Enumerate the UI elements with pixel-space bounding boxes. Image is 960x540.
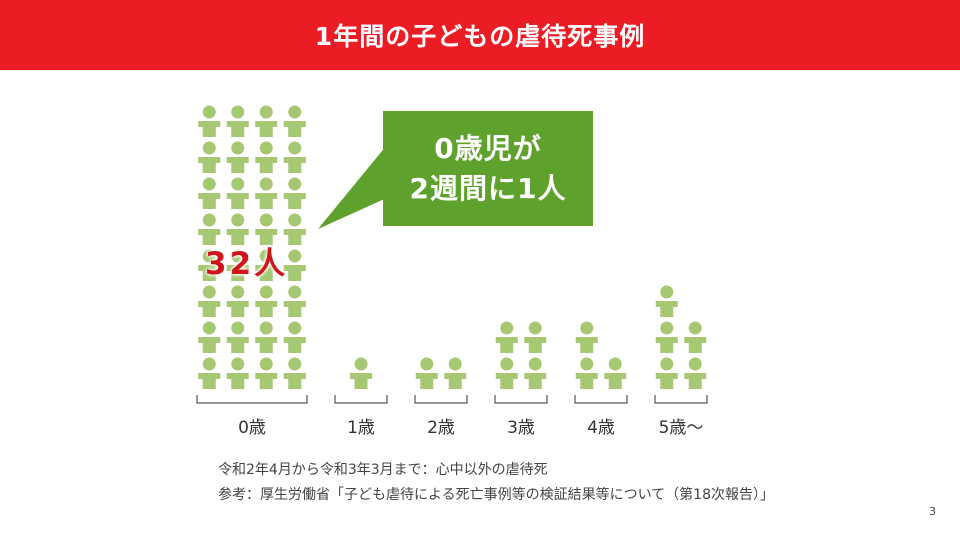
category-label: 5歳〜	[659, 418, 704, 438]
person-icon	[444, 357, 467, 389]
callout-box: 0歳児が 2週間に1人	[383, 111, 593, 226]
person-icon	[524, 321, 547, 353]
person-icon	[684, 357, 707, 389]
person-icon	[283, 105, 306, 137]
person-icon	[604, 357, 627, 389]
person-icon	[283, 321, 306, 353]
person-icon	[283, 213, 306, 245]
person-icon	[198, 213, 221, 245]
person-icon	[255, 105, 278, 137]
person-icon	[283, 141, 306, 173]
person-icon	[575, 357, 598, 389]
person-icon	[226, 285, 249, 317]
group-bracket	[334, 395, 388, 404]
callout-line-1: 0歳児が	[434, 131, 542, 165]
person-icon	[495, 321, 518, 353]
note-period: 令和2年4月から令和3年3月まで：心中以外の虐待死	[218, 462, 548, 478]
group-bracket	[494, 395, 548, 404]
person-icon	[255, 213, 278, 245]
person-icon	[198, 177, 221, 209]
person-icon	[255, 141, 278, 173]
category-label: 0歳	[238, 418, 266, 438]
group-bracket	[414, 395, 468, 404]
person-icon	[226, 213, 249, 245]
page-title: 1年間の子どもの虐待死事例	[314, 22, 646, 51]
page-number: 3	[929, 505, 936, 518]
note-source: 参考：厚生労働省「子ども虐待による死亡事例等の検証結果等について（第18次報告）…	[218, 487, 774, 503]
person-icon	[198, 285, 221, 317]
person-icon	[655, 285, 678, 317]
person-icon	[226, 177, 249, 209]
person-icon	[226, 321, 249, 353]
person-icon	[495, 357, 518, 389]
person-icon	[198, 249, 221, 281]
person-icon	[255, 249, 278, 281]
person-icon	[226, 249, 249, 281]
category-label: 4歳	[587, 418, 615, 438]
title-bar: 1年間の子どもの虐待死事例	[0, 0, 960, 70]
person-icon	[255, 321, 278, 353]
person-icon	[350, 357, 372, 389]
person-icon	[415, 357, 438, 389]
group-bracket	[654, 395, 708, 404]
person-icon	[255, 177, 278, 209]
person-icon	[575, 321, 598, 353]
group-bracket	[574, 395, 628, 404]
person-icon	[226, 141, 249, 173]
category-label: 2歳	[427, 418, 455, 438]
category-label: 1歳	[347, 418, 375, 438]
person-icon	[198, 105, 221, 137]
person-icon	[198, 321, 221, 353]
count-label: 32人	[205, 246, 289, 282]
person-icon	[655, 321, 678, 353]
person-icon	[283, 285, 306, 317]
person-icon	[226, 105, 249, 137]
person-icon	[255, 357, 278, 389]
person-icon	[255, 285, 278, 317]
person-icon	[198, 141, 221, 173]
person-icon	[684, 321, 707, 353]
person-icon	[283, 249, 306, 281]
person-icon	[283, 357, 306, 389]
source-notes: 令和2年4月から令和3年3月まで：心中以外の虐待死 参考：厚生労働省「子ども虐待…	[218, 458, 774, 508]
callout-line-2: 2週間に1人	[409, 171, 567, 205]
category-label: 3歳	[507, 418, 535, 438]
person-icon	[524, 357, 547, 389]
person-icon	[226, 357, 249, 389]
person-icon	[283, 177, 306, 209]
group-bracket	[196, 395, 308, 404]
person-icon	[655, 357, 678, 389]
person-icon	[198, 357, 221, 389]
